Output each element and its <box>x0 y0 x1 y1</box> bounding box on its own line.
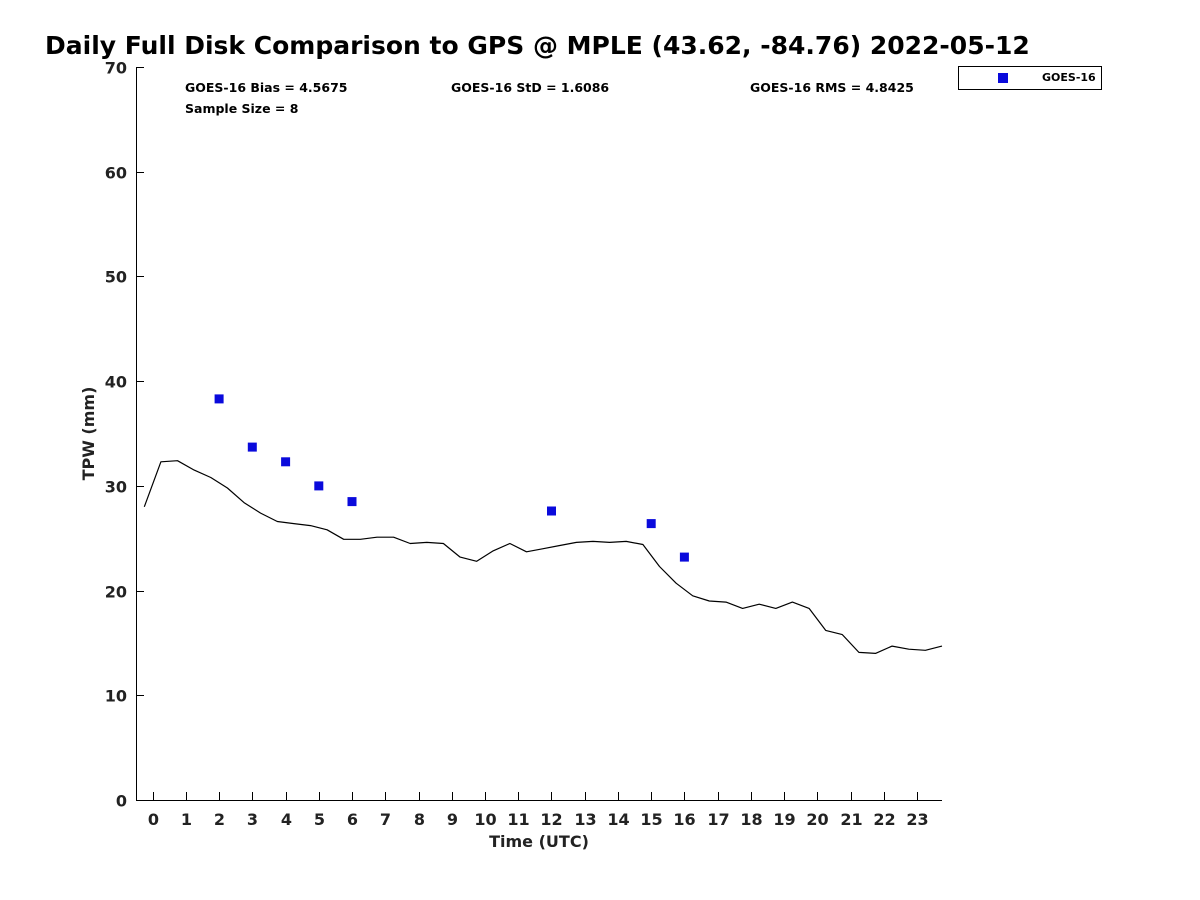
x-tick-label: 10 <box>474 810 496 829</box>
x-tick-label: 23 <box>906 810 928 829</box>
x-axis-title: Time (UTC) <box>489 832 589 851</box>
x-tick-label: 13 <box>574 810 596 829</box>
x-tick-label: 16 <box>673 810 695 829</box>
y-axis-title: TPW (mm) <box>79 387 98 481</box>
x-tick-label: 1 <box>181 810 192 829</box>
x-tick-label: 17 <box>707 810 729 829</box>
x-tick-label: 14 <box>607 810 629 829</box>
std-annotation: GOES-16 StD = 1.6086 <box>451 80 609 95</box>
x-tick-label: 18 <box>740 810 762 829</box>
y-tick-label: 0 <box>116 792 127 811</box>
x-tick-label: 5 <box>314 810 325 829</box>
gps-tpw-line <box>143 460 943 655</box>
x-tick-label: 9 <box>447 810 458 829</box>
x-tick-label: 0 <box>148 810 159 829</box>
y-tick-label: 40 <box>105 373 127 392</box>
x-tick-label: 19 <box>773 810 795 829</box>
x-tick-label: 4 <box>281 810 292 829</box>
x-tick-label: 21 <box>840 810 862 829</box>
rms-annotation: GOES-16 RMS = 4.8425 <box>750 80 914 95</box>
goes16-point <box>314 481 324 491</box>
y-tick-label: 20 <box>105 583 127 602</box>
legend: GOES-16 <box>958 66 1102 90</box>
x-axis-ticks: 0 1 2 3 4 5 6 7 8 9 10 11 12 13 14 15 16 17 18 19 20 21 22 23 <box>148 792 929 829</box>
chart-title: Daily Full Disk Comparison to GPS @ MPLE… <box>45 31 1030 60</box>
series-layer <box>143 394 943 655</box>
x-tick-label: 6 <box>347 810 358 829</box>
y-tick-label: 50 <box>105 268 127 287</box>
legend-marker-goes16 <box>998 73 1008 83</box>
y-tick-label: 70 <box>105 59 127 78</box>
legend-box <box>958 66 1102 90</box>
goes16-point <box>214 394 224 404</box>
y-axis-ticks: 0 10 20 30 40 50 60 70 <box>105 59 144 811</box>
x-tick-label: 8 <box>414 810 425 829</box>
goes16-point <box>547 506 556 516</box>
goes16-point <box>347 497 357 507</box>
x-tick-label: 12 <box>540 810 562 829</box>
goes16-point <box>247 442 257 452</box>
goes16-point <box>281 457 291 467</box>
x-tick-label: 7 <box>380 810 391 829</box>
y-tick-label: 60 <box>105 164 127 183</box>
x-tick-label: 22 <box>873 810 895 829</box>
sample-size-annotation: Sample Size = 8 <box>185 101 298 116</box>
legend-label-goes16: GOES-16 <box>1042 71 1096 84</box>
x-tick-label: 20 <box>806 810 828 829</box>
bias-annotation: GOES-16 Bias = 4.5675 <box>185 80 347 95</box>
x-tick-label: 3 <box>247 810 258 829</box>
x-tick-label: 15 <box>640 810 662 829</box>
x-tick-label: 11 <box>507 810 529 829</box>
goes16-point <box>646 519 656 529</box>
goes16-point <box>679 552 689 562</box>
x-tick-label: 2 <box>214 810 225 829</box>
y-tick-label: 10 <box>105 687 127 706</box>
y-tick-label: 30 <box>105 478 127 497</box>
